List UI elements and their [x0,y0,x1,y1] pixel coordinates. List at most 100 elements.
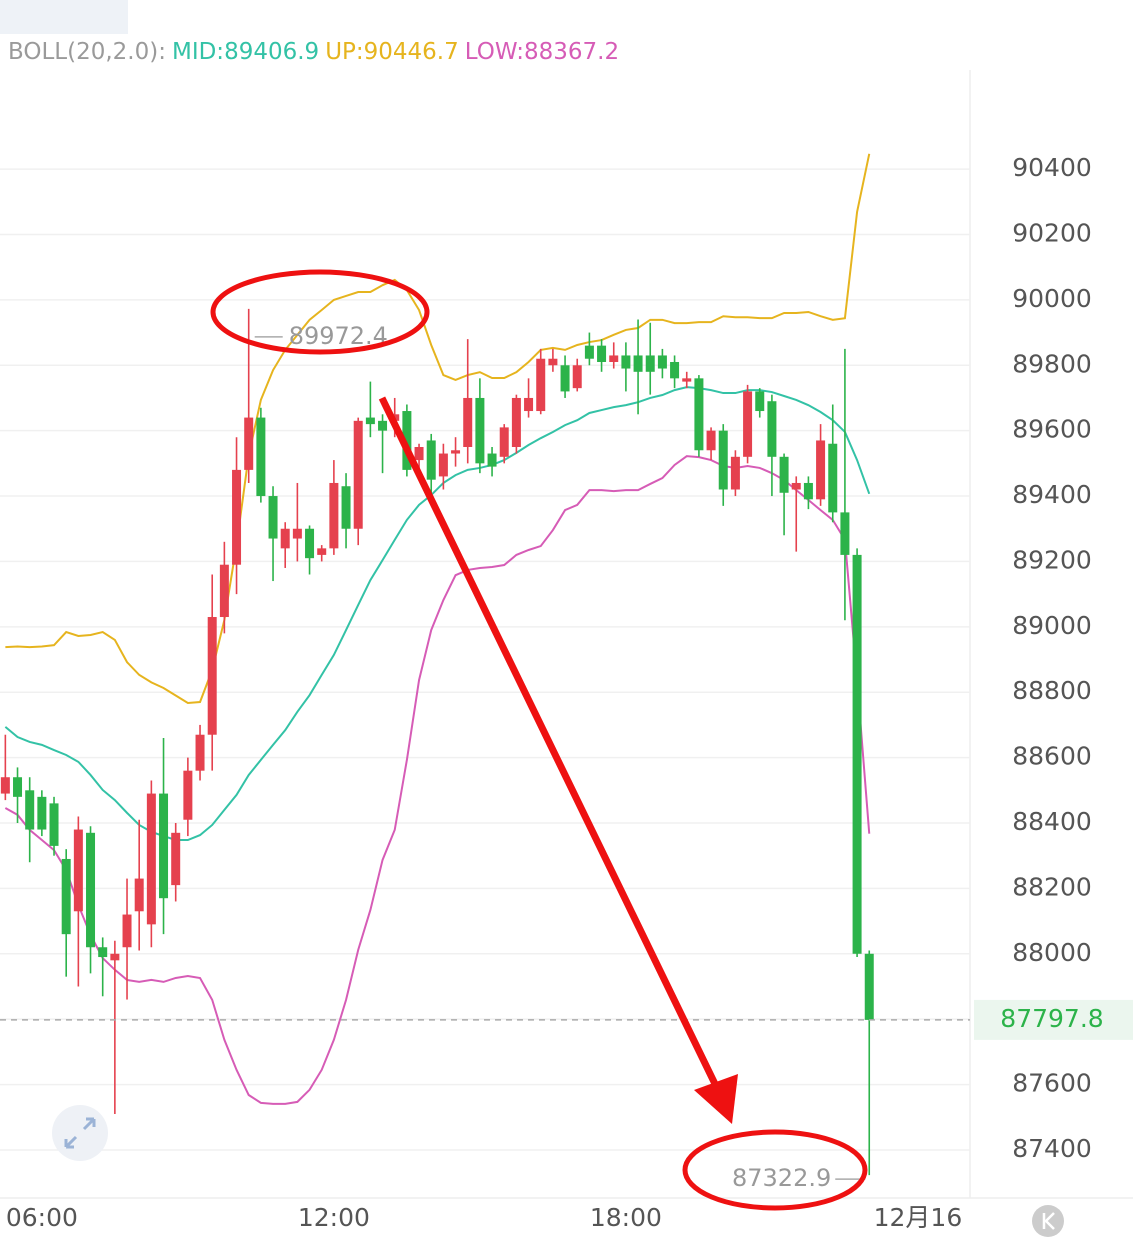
candle-body [268,496,278,539]
candle-body [110,953,120,961]
candle-body [840,512,850,555]
candle-body [511,397,521,447]
x-tick-label: 06:00 [6,1203,78,1232]
highlight-ellipse [682,1129,868,1211]
legend-text: 90446.7 [364,39,459,65]
candle-body [706,430,716,451]
y-tick-label: 88800 [1012,676,1092,705]
x-tick-label: 12:00 [298,1203,370,1232]
candle-body [159,793,169,899]
candle-body [183,770,193,820]
candle-body [98,947,108,958]
legend-text: LOW: [465,39,524,65]
candle-body [122,914,132,948]
y-tick-label: 87400 [1012,1134,1092,1163]
candle-body [438,453,448,477]
band-line [5,153,871,705]
candle-body [207,617,217,735]
candle-body [73,829,83,912]
candle-body [864,953,874,1020]
candle-body [146,793,156,925]
candle-body [536,358,546,412]
y-tick-label: 90000 [1012,284,1092,313]
candle-body [219,564,229,618]
candle-body [195,734,205,771]
candle-body [743,391,753,457]
candle-body [37,796,47,830]
band-line [4,455,871,1105]
y-tick-label: 88400 [1012,807,1092,836]
candle-body [718,430,728,490]
candle-body [597,345,607,362]
scroll-button[interactable] [1032,1205,1064,1237]
y-tick-label: 88600 [1012,742,1092,771]
legend-text: MID: [172,39,224,65]
last-price-label: 87797.8 [1000,1004,1103,1033]
y-tick-label: 89800 [1012,349,1092,378]
candle-body [86,832,96,948]
y-tick-label: 89000 [1012,611,1092,640]
y-tick-label: 88000 [1012,938,1092,967]
legend: BOLL(20,2.0): MID:89406.9 UP:90446.7 LOW:88… [8,39,619,65]
candle-body [426,440,436,480]
legend-text: 88367.2 [524,39,619,65]
y-tick-label: 89600 [1012,415,1092,444]
candle-body [560,365,570,392]
candle-body [803,482,813,500]
candle-body [791,482,801,490]
candle-body [13,777,23,797]
candle-body [767,401,777,457]
y-tick-label: 90400 [1012,153,1092,182]
candle-body [317,548,327,555]
candle-body [25,790,35,830]
candle-body [816,440,826,500]
min-label: 87322.9 [732,1164,831,1192]
candle-body [548,358,558,366]
candle-body [256,417,266,497]
candle-body [305,528,315,559]
y-tick-label: 89200 [1012,545,1092,574]
y-tick-label: 87600 [1012,1069,1092,1098]
x-tick-label: 12月16 [874,1203,963,1232]
candle-body [292,528,302,539]
candle-body [852,554,862,954]
highlight-ellipse [210,269,430,355]
candle-body [463,397,473,447]
legend-text: UP: [325,39,363,65]
candle-body [0,777,10,794]
expand-icon [64,1117,96,1149]
candle-body [682,378,692,382]
expand-button[interactable] [52,1105,108,1161]
candle-body [730,456,740,490]
y-tick-label: 88200 [1012,872,1092,901]
candle-body [621,355,631,369]
toolbar-tab[interactable] [0,0,128,34]
candle-body [475,397,485,464]
candle-body [329,482,339,549]
candle-body [524,397,534,412]
last-price-box [974,999,1133,1040]
candle-body [414,447,424,461]
candle-body [378,420,388,431]
candle-body [499,427,509,457]
candle-body [633,355,643,372]
candle-body [171,832,181,886]
y-tick-label: 90200 [1012,218,1092,247]
candle-body [353,420,363,529]
arrow-shaft [378,396,720,1088]
legend-text: 89406.9 [224,39,319,65]
candle-body [657,355,667,369]
candle-body [134,878,144,912]
x-tick-label: 18:00 [590,1203,662,1232]
legend-text: BOLL(20,2.0): [8,39,166,65]
candle-body [280,528,290,549]
candle-body [779,456,789,493]
candle-body [365,417,375,425]
scroll-icon [1042,1212,1055,1230]
y-tick-label: 89400 [1012,480,1092,509]
candle-body [755,391,765,412]
candle-body [572,365,582,389]
candle-body [828,443,838,513]
